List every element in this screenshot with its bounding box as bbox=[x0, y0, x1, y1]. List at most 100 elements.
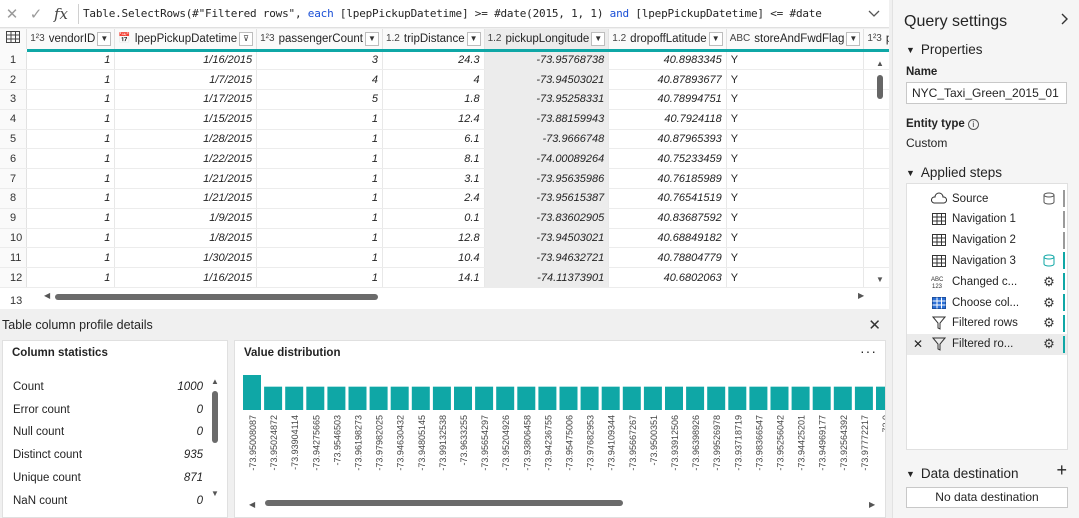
distribution-bar[interactable] bbox=[580, 386, 599, 410]
applied-step[interactable]: Filtered rows ⚙ bbox=[907, 313, 1067, 334]
column-header-storeAndFwdFlag[interactable]: ABC storeAndFwdFlag ▼ bbox=[726, 29, 865, 52]
formula-input[interactable]: Table.SelectRows(#"Filtered rows", each … bbox=[83, 7, 859, 20]
gear-icon[interactable]: ⚙ bbox=[1043, 294, 1055, 310]
gear-icon[interactable]: ⚙ bbox=[1043, 273, 1055, 289]
distribution-bar[interactable] bbox=[390, 386, 409, 410]
chevron-down-icon[interactable] bbox=[859, 7, 889, 21]
row-number[interactable]: 6 bbox=[0, 148, 28, 170]
distribution-bar[interactable] bbox=[432, 386, 451, 410]
applied-step[interactable]: ABC 123 Changed c... ⚙ bbox=[907, 271, 1067, 292]
add-icon[interactable]: + bbox=[1056, 460, 1067, 480]
distribution-bar[interactable] bbox=[559, 386, 578, 410]
distribution-bar[interactable] bbox=[327, 386, 346, 410]
more-options-icon[interactable]: ··· bbox=[860, 343, 877, 359]
distribution-bar[interactable] bbox=[496, 386, 515, 410]
distribution-bar[interactable] bbox=[728, 386, 747, 410]
applied-steps-header[interactable]: ▼ Applied steps bbox=[906, 165, 1002, 180]
chevron-right-icon[interactable] bbox=[1061, 12, 1069, 29]
chart-scrollbar[interactable]: ◀ ▶ bbox=[249, 500, 876, 509]
column-header-passengerCount[interactable]: 1²3 passengerCount ▼ bbox=[256, 29, 383, 52]
chevron-down-icon[interactable]: ▼ bbox=[364, 31, 379, 46]
distribution-bar[interactable] bbox=[770, 386, 789, 410]
scroll-right-icon[interactable]: ▶ bbox=[858, 291, 865, 300]
applied-step[interactable]: Navigation 3 bbox=[907, 250, 1067, 271]
distribution-bar[interactable] bbox=[411, 386, 430, 410]
gear-icon[interactable]: ⚙ bbox=[1043, 315, 1055, 331]
delete-step-icon[interactable]: ✕ bbox=[912, 337, 924, 352]
row-number[interactable]: 8 bbox=[0, 188, 28, 209]
chevron-down-icon[interactable]: ▼ bbox=[591, 31, 606, 46]
scroll-thumb[interactable] bbox=[265, 500, 623, 506]
row-number[interactable]: 5 bbox=[0, 129, 28, 150]
distribution-bar[interactable] bbox=[601, 386, 620, 410]
column-header-vendorID[interactable]: 1²3 vendorID ▼ bbox=[26, 29, 116, 52]
close-icon[interactable]: ✕ bbox=[5, 5, 19, 23]
column-header-dropoffLatitude[interactable]: 1.2 dropoffLatitude ▼ bbox=[608, 29, 727, 52]
stats-scrollbar[interactable]: ▲ ▼ bbox=[211, 377, 219, 498]
applied-step[interactable]: Navigation 1 bbox=[907, 209, 1067, 230]
chevron-down-icon[interactable]: ▼ bbox=[708, 31, 723, 46]
horizontal-scrollbar[interactable]: ◀ ▶ bbox=[30, 291, 870, 303]
distribution-bar[interactable] bbox=[791, 386, 810, 410]
distribution-bar[interactable] bbox=[264, 386, 283, 410]
distribution-bar[interactable] bbox=[643, 386, 662, 410]
distribution-bar[interactable] bbox=[876, 386, 886, 410]
scroll-thumb[interactable] bbox=[877, 75, 883, 99]
properties-section-header[interactable]: ▼ Properties bbox=[906, 42, 982, 57]
scroll-down-icon[interactable]: ▼ bbox=[211, 489, 219, 498]
scroll-left-icon[interactable]: ◀ bbox=[44, 291, 51, 300]
row-number[interactable]: 10 bbox=[0, 228, 28, 249]
chevron-down-icon[interactable]: ▼ bbox=[466, 31, 481, 46]
distribution-bar[interactable] bbox=[812, 386, 831, 410]
distribution-bar[interactable] bbox=[833, 386, 852, 410]
distribution-bar[interactable] bbox=[517, 386, 536, 410]
column-header-pickupLongitude[interactable]: 1.2 pickupLongitude ▼ bbox=[484, 29, 610, 52]
distribution-bar[interactable] bbox=[454, 386, 472, 410]
scroll-thumb[interactable] bbox=[55, 294, 378, 300]
distribution-bar[interactable] bbox=[243, 375, 261, 410]
row-number[interactable]: 1 bbox=[0, 50, 28, 71]
row-number[interactable]: 7 bbox=[0, 168, 28, 190]
close-icon[interactable]: ✕ bbox=[868, 317, 881, 334]
distribution-bar[interactable] bbox=[348, 386, 367, 410]
applied-step[interactable]: ✕ Filtered ro... ⚙ bbox=[907, 333, 1067, 355]
distribution-bar[interactable] bbox=[622, 386, 641, 410]
distribution-bar[interactable] bbox=[686, 386, 705, 410]
scroll-up-icon[interactable]: ▲ bbox=[211, 377, 219, 386]
filter-icon[interactable]: ⊽ bbox=[239, 31, 254, 46]
table-icon[interactable] bbox=[0, 29, 28, 52]
scroll-thumb[interactable] bbox=[212, 391, 218, 443]
column-header-tripDistance[interactable]: 1.2 tripDistance ▼ bbox=[382, 29, 485, 52]
distribution-bar[interactable] bbox=[306, 386, 325, 410]
distribution-bar[interactable] bbox=[475, 386, 494, 410]
row-number[interactable]: 2 bbox=[0, 69, 28, 91]
distribution-bar[interactable] bbox=[749, 386, 768, 410]
row-number[interactable]: 4 bbox=[0, 109, 28, 130]
scroll-down-icon[interactable]: ▼ bbox=[876, 275, 884, 284]
data-destination-button[interactable]: No data destination bbox=[906, 487, 1068, 508]
distribution-bar[interactable] bbox=[707, 386, 726, 410]
applied-step[interactable]: Source bbox=[907, 188, 1067, 209]
distribution-bar[interactable] bbox=[665, 386, 683, 410]
row-number[interactable]: 9 bbox=[0, 208, 28, 229]
applied-step[interactable]: Choose col... ⚙ bbox=[907, 292, 1067, 313]
chevron-down-icon[interactable]: ▼ bbox=[97, 31, 112, 46]
distribution-bar[interactable] bbox=[854, 386, 873, 410]
column-header-pa[interactable]: 1²3 pa bbox=[863, 29, 889, 52]
row-number[interactable]: 12 bbox=[0, 267, 28, 289]
scroll-right-icon[interactable]: ▶ bbox=[869, 500, 876, 509]
applied-step[interactable]: Navigation 2 bbox=[907, 230, 1067, 251]
checkmark-icon[interactable]: ✓ bbox=[29, 5, 43, 23]
distribution-bar[interactable] bbox=[285, 386, 304, 410]
chevron-down-icon[interactable]: ▼ bbox=[846, 31, 861, 46]
query-name-field[interactable]: NYC_Taxi_Green_2015_01 bbox=[906, 82, 1067, 104]
scroll-left-icon[interactable]: ◀ bbox=[249, 500, 256, 509]
row-number[interactable]: 3 bbox=[0, 89, 28, 110]
info-icon[interactable]: i bbox=[967, 119, 979, 130]
distribution-bar[interactable] bbox=[538, 386, 557, 410]
data-destination-header[interactable]: ▼ Data destination bbox=[906, 466, 1019, 481]
vertical-scrollbar[interactable]: ▲ ▼ bbox=[875, 59, 885, 289]
scroll-up-icon[interactable]: ▲ bbox=[876, 59, 884, 68]
column-header-lpepPickupDatetime[interactable]: 📅 lpepPickupDatetime ⊽ bbox=[114, 29, 258, 52]
row-number[interactable]: 11 bbox=[0, 247, 28, 269]
